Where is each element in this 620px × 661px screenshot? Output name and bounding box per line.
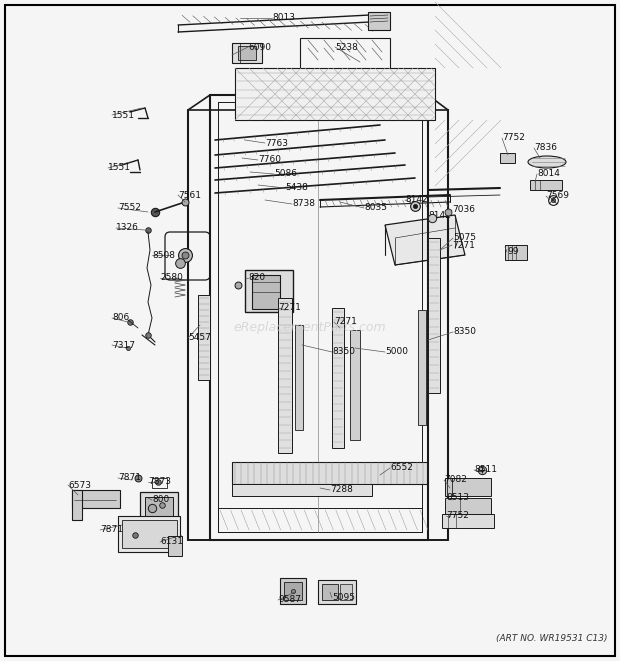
Bar — [218, 508, 422, 532]
Text: 6573: 6573 — [68, 481, 91, 490]
Bar — [238, 46, 256, 60]
Text: 7317: 7317 — [112, 340, 135, 350]
Text: 8508: 8508 — [152, 251, 175, 260]
Text: 8035: 8035 — [364, 204, 387, 212]
Text: 5438: 5438 — [285, 184, 308, 192]
Text: 5000: 5000 — [385, 348, 408, 356]
Text: 7760: 7760 — [258, 155, 281, 165]
Bar — [445, 498, 491, 514]
Text: 99: 99 — [507, 247, 518, 256]
Bar — [152, 478, 167, 488]
Text: 5095: 5095 — [332, 594, 355, 602]
Text: 806: 806 — [112, 313, 129, 323]
Bar — [322, 584, 338, 600]
Text: eReplacementParts.com: eReplacementParts.com — [234, 321, 386, 334]
Bar — [318, 580, 356, 604]
Bar — [168, 536, 182, 556]
Bar — [72, 490, 82, 520]
Text: 7873: 7873 — [148, 477, 171, 486]
Bar — [284, 582, 302, 600]
Text: 800: 800 — [152, 496, 169, 504]
Text: 8014: 8014 — [537, 169, 560, 178]
Text: (ART NO. WR19531 C13): (ART NO. WR19531 C13) — [497, 634, 608, 643]
Text: 8738: 8738 — [292, 200, 315, 208]
Text: 8350: 8350 — [332, 348, 355, 356]
Bar — [235, 68, 435, 120]
Bar — [368, 12, 390, 30]
Ellipse shape — [168, 535, 182, 539]
Text: 2580: 2580 — [160, 274, 183, 282]
Text: 5457: 5457 — [188, 334, 211, 342]
Text: 7836: 7836 — [534, 143, 557, 153]
Bar — [340, 584, 352, 600]
Text: 8511: 8511 — [474, 465, 497, 475]
Text: 7271: 7271 — [278, 303, 301, 313]
Text: 5086: 5086 — [274, 169, 297, 178]
Text: 7288: 7288 — [330, 485, 353, 494]
Text: 1551: 1551 — [112, 110, 135, 120]
Text: 7271: 7271 — [452, 241, 475, 249]
Text: 5238: 5238 — [335, 42, 358, 52]
Text: 1551: 1551 — [108, 163, 131, 173]
Bar — [140, 492, 178, 524]
Bar — [445, 478, 491, 496]
Bar — [332, 308, 344, 448]
Bar — [350, 330, 360, 440]
Text: 6090: 6090 — [248, 42, 271, 52]
Text: 8142: 8142 — [428, 212, 451, 221]
Bar — [300, 38, 390, 73]
Bar — [418, 310, 426, 425]
Bar — [428, 238, 440, 393]
Text: 6552: 6552 — [390, 463, 413, 473]
Bar — [505, 245, 527, 260]
Text: 820: 820 — [248, 274, 265, 282]
Text: 6131: 6131 — [160, 537, 183, 547]
Bar — [442, 514, 494, 528]
Text: 7271: 7271 — [334, 317, 357, 327]
Bar — [278, 298, 292, 453]
Text: 7871: 7871 — [118, 473, 141, 483]
Bar — [245, 270, 293, 312]
Bar — [232, 484, 372, 496]
Bar — [500, 153, 515, 163]
Bar — [252, 275, 280, 309]
Text: 8013: 8013 — [272, 13, 295, 22]
Text: 9587: 9587 — [278, 596, 301, 605]
Ellipse shape — [528, 156, 566, 168]
Text: 7569: 7569 — [546, 192, 569, 200]
Text: 7561: 7561 — [178, 190, 201, 200]
Text: 7871: 7871 — [100, 525, 123, 535]
Bar — [280, 578, 306, 604]
Text: 8142: 8142 — [405, 196, 428, 204]
Text: 8513: 8513 — [446, 494, 469, 502]
Bar — [232, 43, 262, 63]
Text: 7752: 7752 — [502, 134, 525, 143]
Bar — [530, 180, 562, 190]
Text: 7752: 7752 — [446, 512, 469, 520]
Bar — [232, 462, 427, 484]
Bar — [72, 490, 120, 508]
Text: 7763: 7763 — [265, 139, 288, 147]
Bar — [118, 516, 180, 552]
Bar — [145, 497, 173, 519]
Polygon shape — [385, 215, 465, 265]
Text: 8350: 8350 — [453, 327, 476, 336]
Text: 7036: 7036 — [452, 206, 475, 215]
Text: 7082: 7082 — [444, 475, 467, 485]
Bar — [122, 520, 177, 548]
Text: 5075: 5075 — [453, 233, 476, 243]
Text: 7552: 7552 — [118, 204, 141, 212]
Bar — [295, 325, 303, 430]
Bar — [198, 295, 210, 380]
Text: 1326: 1326 — [116, 223, 139, 233]
